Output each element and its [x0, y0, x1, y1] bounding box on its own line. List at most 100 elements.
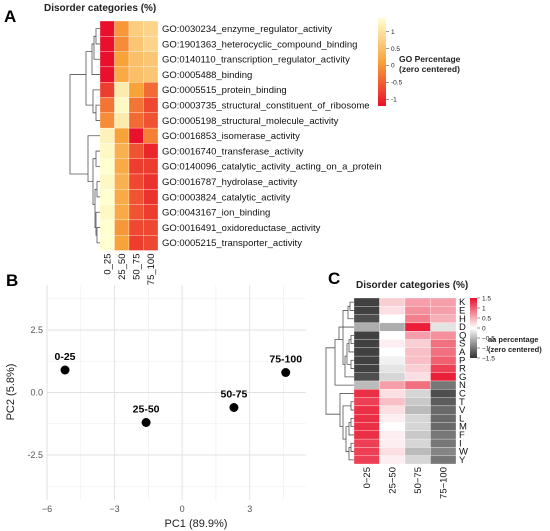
heatmap-c-row-label: D	[459, 322, 466, 333]
heatmap-c-legend-tick: −1	[482, 345, 490, 352]
heatmap-c-cell	[404, 397, 431, 407]
heatmap-c-cell	[404, 422, 431, 431]
panel-a-letter: A	[4, 7, 16, 26]
heatmap-c-legend-tick: −1.5	[482, 355, 495, 362]
heatmap-c-cell	[430, 322, 457, 332]
heatmap-c-cell	[430, 355, 457, 365]
heatmap-c-cell	[430, 438, 457, 448]
heatmap-a-cell	[143, 82, 159, 98]
heatmap-a-row-label: GO:0030234_enzyme_regulator_activity	[162, 24, 332, 35]
heatmap-a-title: Disorder categories (%)	[44, 3, 156, 14]
heatmap-a-row-label: GO:0016853_isomerase_activity	[162, 131, 300, 142]
pca-y-tick-label: 0.0	[30, 388, 43, 398]
heatmap-c-row-label: R	[459, 364, 466, 375]
heatmap-c-cell	[353, 455, 380, 465]
heatmap-a-cell	[114, 20, 130, 37]
heatmap-a-cell	[128, 189, 144, 205]
heatmap-a-cell	[128, 204, 144, 221]
heatmap-a-cell	[128, 97, 144, 113]
pca-point	[229, 403, 239, 412]
heatmap-c-cell	[430, 447, 457, 456]
heatmap-c-cell	[404, 389, 431, 398]
heatmap-c-cell	[430, 314, 457, 324]
heatmap-a-cell	[99, 235, 115, 251]
heatmap-a-cell	[143, 36, 159, 52]
heatmap-a-legend: GO Percentage (zero centered) 1 0.5 0 -0.5 -…	[378, 18, 461, 106]
heatmap-c-col-label: 50−75	[413, 467, 424, 494]
heatmap-c-cell	[379, 355, 406, 365]
heatmap-c-cell	[404, 364, 431, 373]
heatmap-c-row-label: C	[459, 388, 466, 399]
heatmap-c-cell	[379, 314, 406, 324]
heatmap-c-cell	[353, 414, 380, 423]
heatmap-c-cell	[379, 322, 406, 332]
heatmap-c-cell	[430, 414, 457, 423]
heatmap-c-cell	[404, 347, 431, 357]
panel-c-letter: C	[328, 269, 340, 288]
heatmap-a-cell	[143, 20, 159, 37]
pca-y-tick-label: -2.5	[27, 450, 43, 460]
pca-point-label: 0-25	[55, 351, 76, 363]
heatmap-a-col-label: 25_50	[117, 254, 128, 280]
heatmap-a-cell	[143, 143, 159, 159]
heatmap-c-cell	[430, 331, 457, 340]
heatmap-a-cell	[128, 66, 144, 83]
heatmap-c-row-label: G	[459, 372, 466, 383]
heatmap-c-legend-title-line1: aa percentage	[488, 335, 538, 344]
heatmap-c-title: Disorder categories (%)	[356, 280, 468, 291]
heatmap-c-cell	[353, 380, 380, 390]
heatmap-a-cell	[99, 82, 115, 98]
heatmap-c-cell	[404, 355, 431, 365]
heatmap-a-col-label: 50_75	[131, 254, 142, 280]
heatmap-a: GO:0030234_enzyme_regulator_activity GO:1…	[99, 20, 382, 286]
heatmap-c-cell	[353, 347, 380, 357]
heatmap-c-cell	[430, 364, 457, 373]
heatmap-c-row-label: P	[459, 355, 465, 366]
heatmap-c-cell	[404, 314, 431, 324]
heatmap-c-col-label: 75−100	[438, 467, 449, 499]
heatmap-a-cell	[99, 219, 115, 236]
heatmap-c-legend-tick: 0	[482, 325, 486, 332]
heatmap-c-cell	[379, 339, 406, 348]
heatmap-a-colorbar	[378, 18, 386, 106]
heatmap-a-row-label: GO:0140110_transcription_regulator_activ…	[162, 55, 350, 66]
heatmap-c-cell	[379, 422, 406, 431]
heatmap-a-dendrogram	[69, 28, 100, 244]
heatmap-a-col-label: 75_100	[146, 254, 157, 286]
heatmap-a-cell	[114, 97, 130, 113]
heatmap-a-cell	[99, 112, 115, 129]
heatmap-c-cell	[404, 322, 431, 332]
heatmap-c-cell	[430, 422, 457, 431]
heatmap-c-cell	[404, 447, 431, 456]
pca-y-axis-label: PC2 (5.8%)	[5, 364, 17, 421]
heatmap-c-cell	[430, 306, 457, 315]
heatmap-a-cell	[143, 189, 159, 205]
heatmap-c-cell	[404, 430, 431, 440]
heatmap-c-legend-tick: 1	[482, 305, 486, 312]
heatmap-c-cell	[353, 447, 380, 456]
heatmap-a-cell	[99, 20, 115, 37]
heatmap-c-row-label: F	[459, 430, 465, 441]
heatmap-a-cell	[99, 36, 115, 52]
heatmap-a-cell	[114, 82, 130, 98]
heatmap-a-cell	[114, 66, 130, 83]
heatmap-c-cell	[404, 414, 431, 423]
heatmap-c-cell	[379, 380, 406, 390]
heatmap-c-colorbar	[470, 298, 477, 358]
heatmap-a-cell	[99, 189, 115, 205]
heatmap-a-cell	[128, 143, 144, 159]
heatmap-a-cell	[143, 158, 159, 175]
heatmap-c-cell	[430, 380, 457, 390]
heatmap-a-cell	[143, 204, 159, 221]
heatmap-a-row-label: GO:0043167_ion_binding	[162, 208, 270, 219]
heatmap-a-row-label: GO:0016740_transferase_activity	[162, 146, 304, 157]
heatmap-a-legend-tick: 1	[391, 29, 395, 36]
heatmap-a-row-label: GO:0016787_hydrolase_activity	[162, 177, 297, 188]
heatmap-a-row-label: GO:1901363_heterocyclic_compound_binding	[162, 39, 357, 50]
panel-b-letter: B	[6, 271, 18, 290]
heatmap-a-cell	[114, 127, 130, 144]
heatmap-a-cell	[114, 36, 130, 52]
heatmap-c-col-label: 25−50	[387, 467, 398, 494]
heatmap-a-cell	[128, 158, 144, 175]
pca-x-tick-label: −3	[109, 504, 119, 514]
